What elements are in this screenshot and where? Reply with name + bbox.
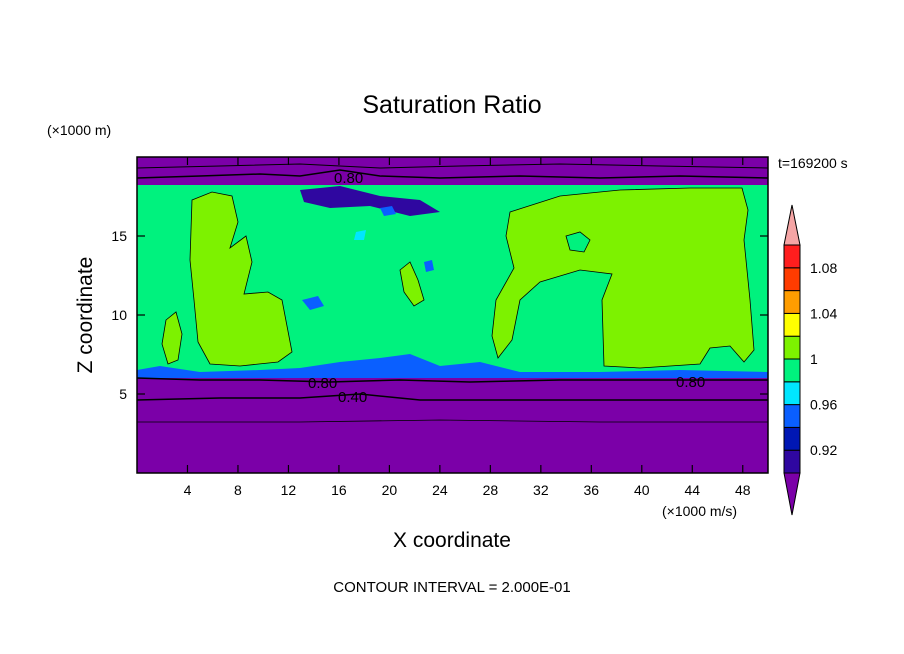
- x-tick-label: 44: [684, 482, 700, 498]
- region-lime-right: [491, 187, 755, 369]
- y-axis: 5 10 15: [111, 228, 768, 402]
- region-lime-center: [399, 261, 425, 307]
- x-tick-label: 16: [331, 482, 347, 498]
- colorbar-box: [783, 244, 801, 269]
- region-lime-small: [161, 311, 183, 365]
- contour-line-top-1: [136, 169, 769, 179]
- contour-line-mid-080: [136, 377, 768, 383]
- patch-cyan-1: [354, 230, 366, 240]
- region-moist-hole: [565, 231, 591, 253]
- x-tick-label: 12: [281, 482, 297, 498]
- y-tick-label: 5: [119, 386, 127, 402]
- x-tick-label: 8: [234, 482, 242, 498]
- colorbar-box: [783, 381, 801, 406]
- y-tick-label: 15: [111, 228, 127, 244]
- contour-label-040: 0.40: [338, 389, 367, 406]
- colorbar-arrow-low: [783, 472, 801, 516]
- colorbar-box: [783, 335, 801, 360]
- chart-title: Saturation Ratio: [362, 91, 541, 119]
- x-tick-label: 32: [533, 482, 549, 498]
- x-tick-label: 24: [432, 482, 448, 498]
- boundary-ripple: [137, 354, 768, 378]
- colorbar-box: [783, 290, 801, 314]
- colorbar-label: 1.04: [810, 305, 837, 321]
- contour-label-mid-right: 0.80: [676, 374, 705, 391]
- contour-line-top-2: [136, 163, 769, 169]
- lower-dry-layer: [137, 374, 768, 473]
- colorbar-box: [783, 426, 801, 451]
- patch-blue-2: [302, 296, 324, 310]
- colorbar: 1.08 1.04 1 0.96 0.92: [783, 204, 837, 516]
- contour-label-top: 0.80: [334, 170, 363, 187]
- colorbar-box: [783, 358, 801, 383]
- colorbar-arrow-high: [783, 204, 801, 246]
- patch-blue-3: [424, 260, 434, 272]
- x-axis-title: X coordinate: [393, 529, 511, 552]
- x-axis: 4 8 12 16 20 24 28 32 36 40 44 48: [184, 157, 751, 498]
- colorbar-box: [783, 449, 801, 474]
- upper-dry-layer: [137, 157, 768, 189]
- x-tick-label: 20: [382, 482, 398, 498]
- patch-blue-1: [380, 206, 396, 216]
- colorbar-box: [783, 267, 801, 292]
- x-tick-label: 40: [634, 482, 650, 498]
- colorbar-label: 0.92: [810, 442, 837, 458]
- y-unit-label: (×1000 m): [47, 122, 111, 138]
- colorbar-label: 1.08: [810, 260, 837, 276]
- colorbar-box: [783, 404, 801, 428]
- colorbar-box: [783, 312, 801, 337]
- contour-interval: CONTOUR INTERVAL = 2.000E-01: [333, 579, 570, 596]
- x-tick-label: 36: [584, 482, 600, 498]
- x-tick-label: 48: [735, 482, 751, 498]
- plot-area: 0.80 0.80 0.40 0.80: [136, 156, 769, 474]
- x-unit-label: (×1000 m/s): [662, 503, 737, 519]
- colorbar-label: 0.96: [810, 397, 837, 413]
- time-label: t=169200 s: [778, 155, 848, 171]
- contour-label-mid-left: 0.80: [308, 375, 337, 392]
- y-tick-label: 10: [111, 307, 127, 323]
- contour-line-low: [137, 419, 768, 423]
- y-axis-title: Z coordinate: [74, 257, 97, 374]
- region-lime-left: [189, 191, 293, 367]
- colorbar-label: 1: [810, 351, 818, 367]
- patch-dry-top: [300, 186, 440, 216]
- x-tick-label: 4: [184, 482, 192, 498]
- contour-line-040: [136, 393, 768, 401]
- x-tick-label: 28: [483, 482, 499, 498]
